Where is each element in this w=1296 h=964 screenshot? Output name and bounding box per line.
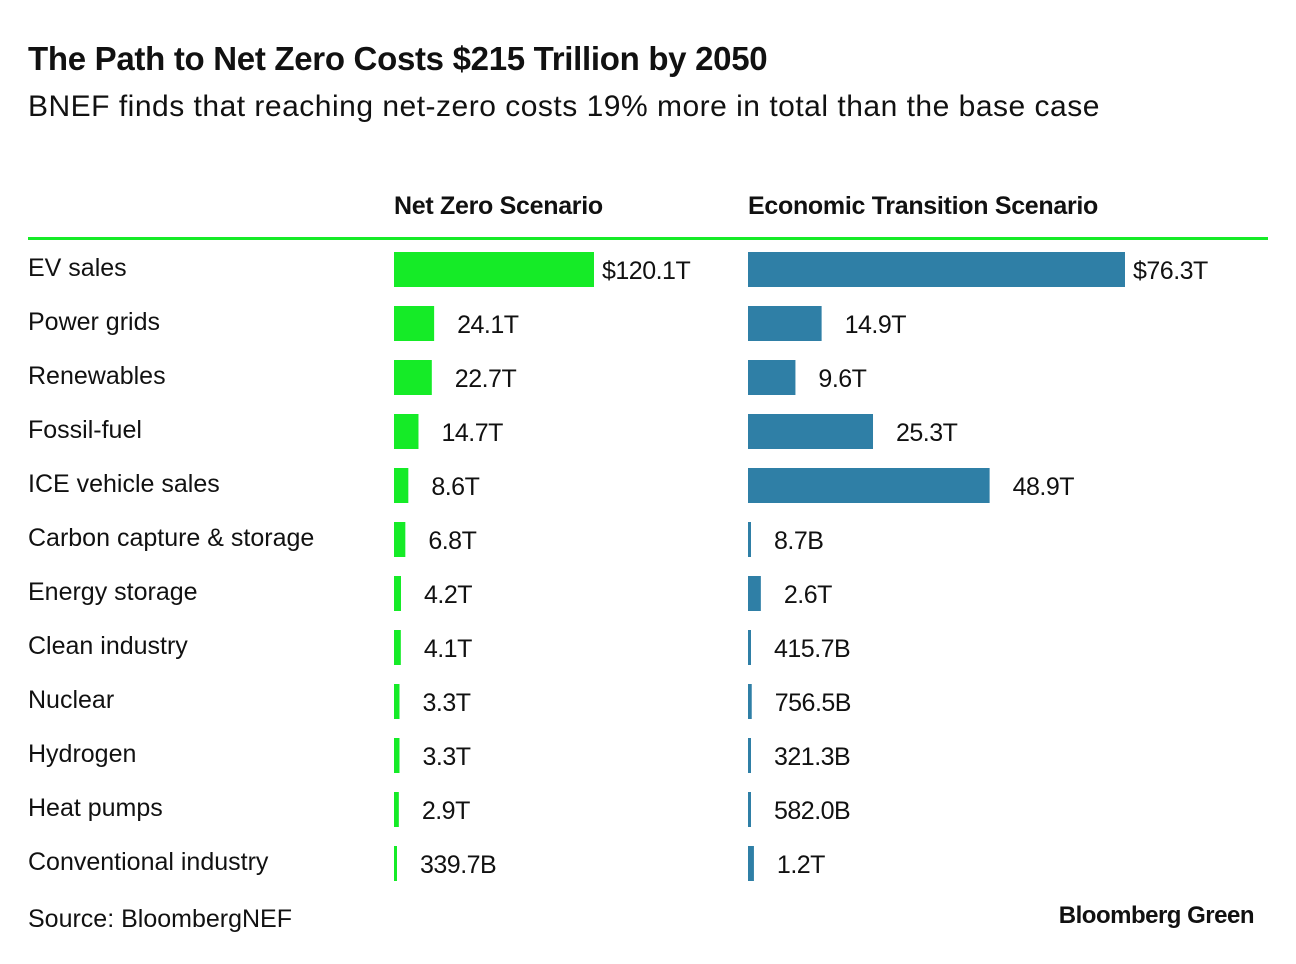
net-zero-bar-power-grids	[394, 306, 435, 341]
net-zero-bar-ev-sales	[394, 252, 594, 287]
economic-transition-bar-energy-storage	[748, 576, 761, 611]
net-zero-bar-fossil-fuel	[394, 414, 419, 449]
economic-transition-bar-hydrogen	[748, 738, 751, 773]
category-label-ev-sales: EV sales	[28, 254, 127, 282]
brand-logo: Bloomberg Green	[1058, 902, 1255, 929]
net-zero-value-ice-vehicle-sales: 8.6T	[431, 473, 479, 501]
series-header-net-zero: Net Zero Scenario	[394, 192, 603, 220]
category-label-heat-pumps: Heat pumps	[28, 794, 163, 822]
economic-transition-bar-heat-pumps	[748, 792, 751, 827]
net-zero-value-renewables: 22.7T	[455, 365, 517, 393]
net-zero-value-carbon-capture-storage: 6.8T	[428, 527, 476, 555]
economic-transition-value-ev-sales: $76.3T	[1133, 257, 1208, 285]
net-zero-value-ev-sales: $120.1T	[602, 257, 690, 285]
net-zero-value-energy-storage: 4.2T	[424, 581, 472, 609]
economic-transition-value-renewables: 9.6T	[818, 365, 866, 393]
economic-transition-bar-clean-industry	[748, 630, 751, 665]
economic-transition-bar-renewables	[748, 360, 796, 395]
net-zero-value-conventional-industry: 339.7B	[420, 851, 496, 879]
category-label-power-grids: Power grids	[28, 308, 160, 336]
economic-transition-value-carbon-capture-storage: 8.7B	[774, 527, 823, 555]
net-zero-value-power-grids: 24.1T	[457, 311, 519, 339]
economic-transition-value-ice-vehicle-sales: 48.9T	[1013, 473, 1075, 501]
economic-transition-bar-ev-sales	[748, 252, 1125, 287]
category-label-carbon-capture-storage: Carbon capture & storage	[28, 524, 314, 552]
net-zero-bar-hydrogen	[394, 738, 400, 773]
economic-transition-value-fossil-fuel: 25.3T	[896, 419, 958, 447]
chart-title: The Path to Net Zero Costs $215 Trillion…	[28, 40, 768, 77]
category-label-conventional-industry: Conventional industry	[28, 848, 269, 876]
economic-transition-value-conventional-industry: 1.2T	[777, 851, 825, 879]
economic-transition-bar-ice-vehicle-sales	[748, 468, 990, 503]
economic-transition-value-nuclear: 756.5B	[775, 689, 851, 717]
category-label-energy-storage: Energy storage	[28, 578, 198, 606]
economic-transition-bar-carbon-capture-storage	[748, 522, 751, 557]
net-zero-bar-conventional-industry	[394, 846, 397, 881]
net-zero-value-fossil-fuel: 14.7T	[441, 419, 503, 447]
economic-transition-value-hydrogen: 321.3B	[774, 743, 850, 771]
category-label-renewables: Renewables	[28, 362, 166, 390]
net-zero-value-nuclear: 3.3T	[422, 689, 470, 717]
category-label-ice-vehicle-sales: ICE vehicle sales	[28, 470, 220, 498]
net-zero-value-heat-pumps: 2.9T	[422, 797, 470, 825]
net-zero-bar-clean-industry	[394, 630, 401, 665]
economic-transition-bar-fossil-fuel	[748, 414, 874, 449]
series-header-economic-transition: Economic Transition Scenario	[748, 192, 1099, 220]
category-label-fossil-fuel: Fossil-fuel	[28, 416, 142, 444]
net-zero-bar-nuclear	[394, 684, 400, 719]
economic-transition-value-clean-industry: 415.7B	[774, 635, 850, 663]
net-zero-bar-renewables	[394, 360, 432, 395]
economic-transition-value-energy-storage: 2.6T	[784, 581, 832, 609]
category-label-clean-industry: Clean industry	[28, 632, 188, 660]
chart-subtitle: BNEF finds that reaching net-zero costs …	[28, 90, 1100, 123]
economic-transition-value-heat-pumps: 582.0B	[774, 797, 850, 825]
header-rule	[28, 237, 1268, 240]
economic-transition-bar-nuclear	[748, 684, 752, 719]
net-zero-bar-ice-vehicle-sales	[394, 468, 409, 503]
economic-transition-bar-conventional-industry	[748, 846, 754, 881]
net-zero-bar-heat-pumps	[394, 792, 399, 827]
net-zero-value-clean-industry: 4.1T	[424, 635, 472, 663]
net-zero-bar-energy-storage	[394, 576, 401, 611]
economic-transition-bar-power-grids	[748, 306, 822, 341]
net-zero-value-hydrogen: 3.3T	[422, 743, 470, 771]
category-label-hydrogen: Hydrogen	[28, 740, 136, 768]
net-zero-bar-carbon-capture-storage	[394, 522, 406, 557]
economic-transition-value-power-grids: 14.9T	[845, 311, 907, 339]
source-note: Source: BloombergNEF	[28, 905, 293, 933]
category-label-nuclear: Nuclear	[28, 686, 114, 714]
